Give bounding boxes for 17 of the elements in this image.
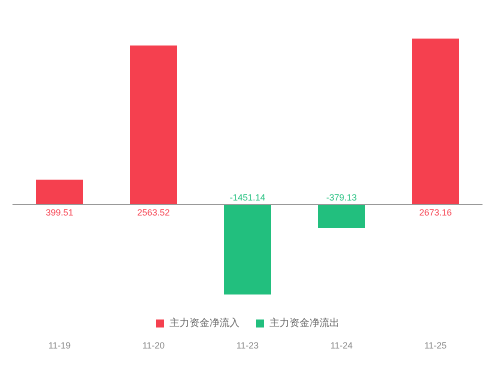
x-tick-label: 11-20 (142, 340, 165, 350)
data-label: 2673.16 (419, 207, 452, 218)
bar (130, 45, 177, 204)
bar (318, 204, 365, 228)
bar (224, 204, 271, 294)
data-label: -379.13 (326, 192, 357, 202)
legend-label: 主力资金净流入 (170, 316, 240, 330)
x-tick-label: 11-23 (236, 340, 259, 350)
x-tick-label: 11-24 (330, 340, 353, 350)
bar (36, 180, 83, 204)
legend-label: 主力资金净流出 (270, 316, 340, 330)
bar (412, 38, 459, 204)
data-label: -1451.14 (230, 192, 266, 202)
data-label: 399.51 (46, 207, 74, 218)
data-label: 2563.52 (137, 207, 170, 218)
x-tick-label: 11-19 (48, 340, 71, 350)
x-tick-label: 11-25 (424, 340, 447, 350)
